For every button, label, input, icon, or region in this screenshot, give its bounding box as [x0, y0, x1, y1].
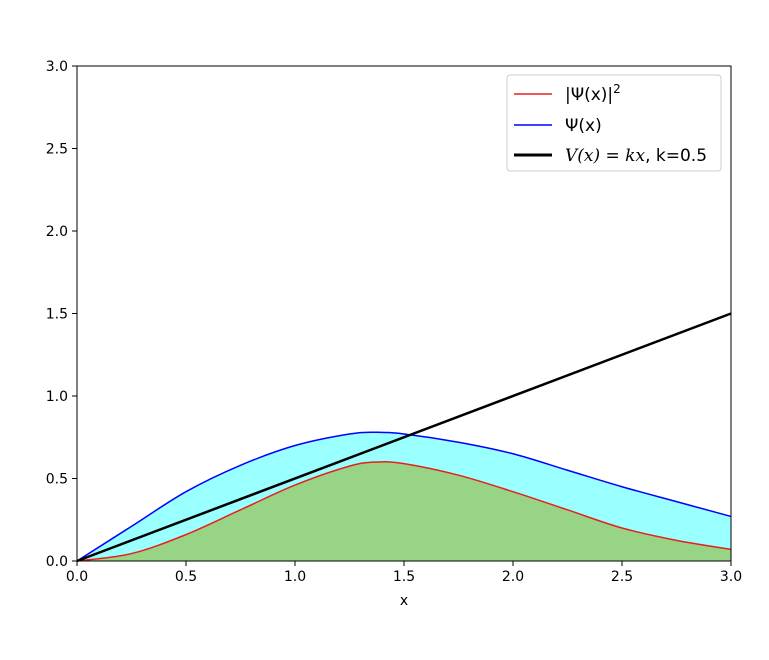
x-tick-label: 1.5: [393, 569, 415, 585]
x-tick-label: 0.0: [66, 569, 88, 585]
y-tick-label: 0.5: [46, 472, 68, 488]
plot-area: [76, 312, 732, 563]
legend-box: [506, 74, 722, 172]
x-tick-label: 3.0: [720, 569, 742, 585]
legend: |Ψ(x)|2 Ψ(x) V(x) = kx, k=0.5: [506, 74, 722, 172]
legend-potential-rest: , k=0.5: [645, 146, 707, 166]
y-tick-label: 2.5: [46, 142, 68, 158]
axes: 0.0 0.5 1.0 1.5 2.0 2.5 3.0 0.0 0.5 1.0 1.5 2.0 2.5 3…: [46, 59, 742, 585]
y-tick-label: 3.0: [46, 59, 68, 75]
legend-psi-squared-exponent: 2: [613, 82, 621, 96]
psi-squared-fill-area: [77, 461, 731, 561]
potential-line: [76, 312, 732, 563]
legend-entry-psi: Ψ(x): [565, 116, 602, 136]
x-axis-label: x: [400, 593, 408, 609]
psi-line: [76, 431, 732, 562]
legend-potential-math: V(x) = kx: [565, 146, 645, 166]
psi-squared-line: [76, 461, 732, 562]
x-tick-label: 1.0: [284, 569, 306, 585]
legend-psi-squared-label: |Ψ(x)|: [565, 85, 613, 105]
x-tick-label: 0.5: [175, 569, 197, 585]
y-tick-label: 2.0: [46, 224, 68, 240]
legend-entry-potential: V(x) = kx, k=0.5: [565, 146, 707, 166]
y-tick-label: 0.0: [46, 554, 68, 570]
x-tick-label: 2.0: [502, 569, 524, 585]
x-tick-label: 2.5: [611, 569, 633, 585]
y-tick-label: 1.0: [46, 389, 68, 405]
legend-entry-psi-squared: |Ψ(x)|2: [565, 82, 621, 105]
y-tick-label: 1.5: [46, 307, 68, 323]
